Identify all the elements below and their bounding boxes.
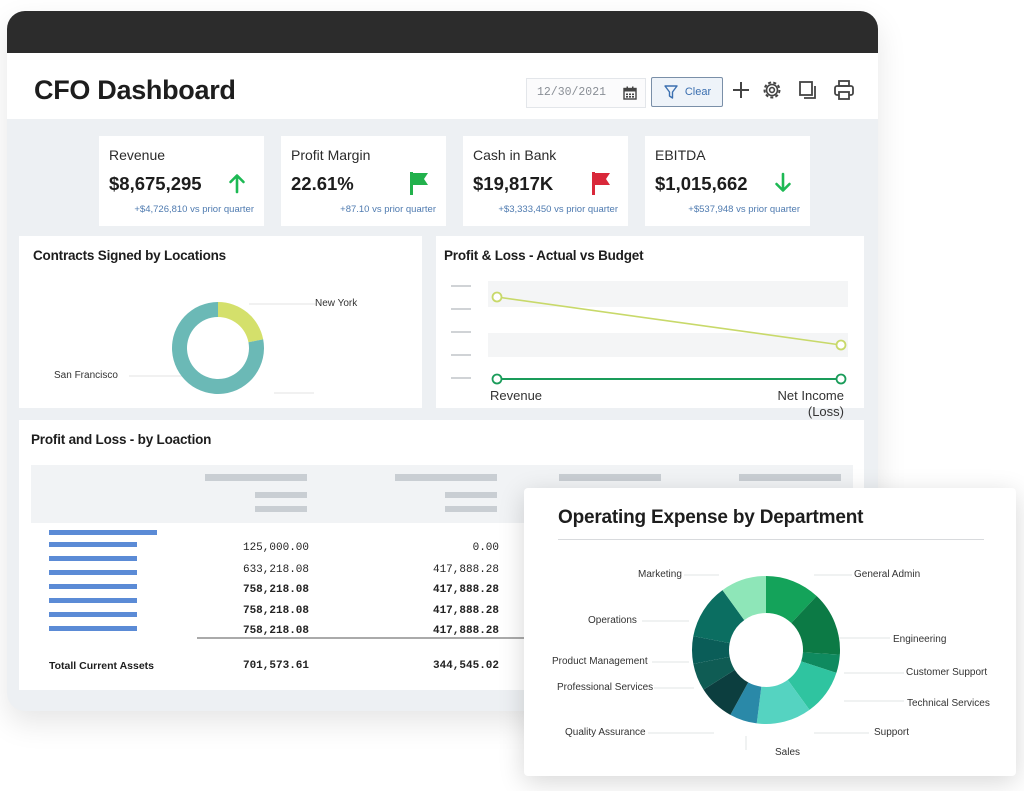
dept-label-sales: Sales [775,747,801,758]
cell-col2: 417,888.28 [432,625,499,637]
cell-col2: 0.00 [472,542,499,554]
date-value: 12/30/2021 [537,86,607,99]
label-san-francisco: San Francisco [54,370,118,381]
kpi-value: 22.61% [291,173,354,194]
data-point-1-1[interactable] [491,291,503,303]
pnl-line-chart [451,281,848,385]
total-label: Totall Current Assets [49,660,155,672]
opex-slices [692,576,840,724]
x-label-revenue: Revenue [490,388,543,403]
dept-label-professional-services: Professional Services [557,682,654,693]
add-icon[interactable] [729,78,753,102]
opex-slice-product-management[interactable] [692,636,730,664]
dept-label-product-management: Product Management [552,656,648,667]
arrow-up-icon [229,174,245,194]
panel-title: Profit and Loss - by Loaction [31,432,212,447]
kpi-label: Revenue [109,147,166,163]
clear-label: Clear [684,86,712,98]
dept-label-marketing: Marketing [638,569,682,580]
kpi-value: $8,675,295 [109,173,202,194]
opex-slice-engineering[interactable] [791,596,840,655]
contracts-panel: Contracts Signed by Locations New York S… [19,236,422,408]
kpi-change: +$537,948 vs prior quarter [688,204,800,215]
window-titlebar [7,11,878,53]
cell-col1: 758,218.08 [242,605,309,617]
opex-slice-marketing[interactable] [722,576,766,621]
kpi-label: Cash in Bank [473,147,557,163]
kpi-card-cash-in-bank[interactable]: Cash in Bank $19,817K +$3,333,450 vs pri… [463,136,628,226]
opex-slice-general-admin[interactable] [766,576,817,624]
dashboard-header: CFO Dashboard 12/30/2021 Clear [7,53,878,119]
panel-title: Profit & Loss - Actual vs Budget [444,248,644,263]
clear-filter-button[interactable]: Clear [651,77,723,107]
red-flag-icon [592,172,610,195]
dept-label-technical-services: Technical Services [907,698,990,709]
divider [558,539,984,540]
contracts-slices [171,302,264,394]
kpi-card-revenue[interactable]: Revenue $8,675,295 +$4,726,810 vs prior … [99,136,264,226]
page-title: CFO Dashboard [34,75,236,105]
arrow-down-icon [775,172,791,192]
green-flag-icon [410,172,428,195]
kpi-card-profit-margin[interactable]: Profit Margin 22.61% +87.10 vs prior qua… [281,136,446,226]
kpi-card-ebitda[interactable]: EBITDA $1,015,662 +$537,948 vs prior qua… [645,136,810,226]
cell-col1: 758,218.08 [242,584,309,596]
opex-slice-operations[interactable] [693,590,745,644]
opex-donut-chart [642,574,904,750]
opex-slice-customer-support[interactable] [801,652,840,673]
x-label-net-income: Net Income (Loss) [777,388,844,419]
label-new-york: New York [315,298,358,309]
dept-label-customer-support: Customer Support [906,667,988,678]
dept-label-operations: Operations [588,615,637,626]
calendar-icon[interactable] [623,86,637,100]
pnl-series [491,291,847,385]
cell-col2: 417,888.28 [432,605,499,617]
total-col2: 344,545.02 [432,660,499,672]
cell-col2: 417,888.28 [432,584,499,596]
kpi-change: +$4,726,810 vs prior quarter [134,204,254,215]
cell-col1: 633,218.08 [242,564,309,576]
cell-col2: 417,888.28 [432,564,499,576]
series-line-1 [496,296,842,346]
kpi-value: $19,817K [473,173,554,194]
dept-label-quality-assurance: Quality Assurance [565,727,646,738]
kpi-value: $1,015,662 [655,173,748,194]
opex-slice-quality-assurance[interactable] [703,669,749,715]
dept-label-support: Support [874,727,910,738]
filter-icon [664,85,678,99]
kpi-change: +87.10 vs prior quarter [340,204,436,215]
copy-icon[interactable] [796,78,820,102]
dashboard-window: CFO Dashboard 12/30/2021 Clear [7,11,878,711]
kpi-label: EBITDA [655,147,706,163]
panel-title: Contracts Signed by Locations [33,248,226,263]
data-point-1-2[interactable] [835,339,847,351]
print-icon[interactable] [832,78,856,102]
kpi-change: +$3,333,450 vs prior quarter [498,204,618,215]
opex-slice-technical-services[interactable] [787,661,837,710]
cell-col1: 758,218.08 [242,625,309,637]
opex-slice-professional-services[interactable] [693,656,735,690]
cell-col1: 125,000.00 [242,542,309,554]
total-col1: 701,573.61 [242,660,309,672]
opex-title: Operating Expense by Department [558,507,864,528]
dept-label-engineering: Engineering [893,634,947,645]
opex-card: Operating Expense by Department Marketin… [524,488,1016,776]
contracts-donut-chart [129,302,317,394]
label-leader-lines [642,574,904,750]
contracts-slice-new-york[interactable] [218,302,264,343]
pnl-budget-panel: Profit & Loss - Actual vs Budget Revenue… [436,236,864,419]
data-point-2-1[interactable] [491,373,503,385]
opex-slice-sales[interactable] [730,682,762,724]
opex-slice-support[interactable] [756,679,810,724]
contracts-slice-san-francisco[interactable] [171,302,264,394]
gear-icon[interactable] [760,78,784,102]
kpi-label: Profit Margin [291,147,371,163]
date-picker[interactable]: 12/30/2021 [526,78,646,108]
data-point-2-2[interactable] [835,373,847,385]
dept-label-general-admin: General Admin [854,569,921,580]
